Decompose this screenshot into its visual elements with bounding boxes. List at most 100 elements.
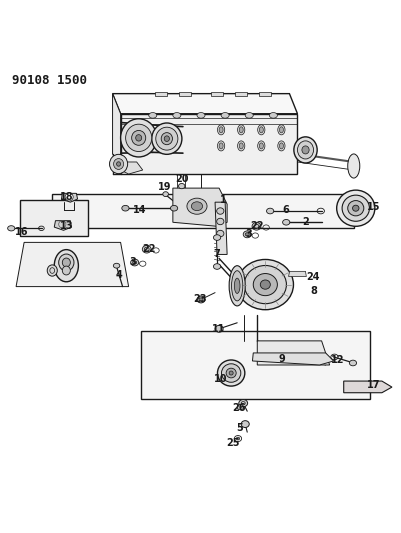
Polygon shape <box>172 188 227 227</box>
Ellipse shape <box>241 421 249 427</box>
Ellipse shape <box>229 371 233 375</box>
Ellipse shape <box>155 127 177 150</box>
Circle shape <box>65 193 73 201</box>
Ellipse shape <box>216 218 223 225</box>
Ellipse shape <box>251 222 260 230</box>
Polygon shape <box>343 381 391 393</box>
Ellipse shape <box>257 141 264 151</box>
Ellipse shape <box>225 368 236 378</box>
Text: 22: 22 <box>142 244 155 254</box>
Polygon shape <box>235 92 247 95</box>
Polygon shape <box>140 331 369 399</box>
Polygon shape <box>154 92 166 95</box>
Text: 3: 3 <box>129 257 136 268</box>
Text: 8: 8 <box>309 286 316 296</box>
Text: 15: 15 <box>366 202 380 212</box>
Ellipse shape <box>279 127 283 133</box>
Polygon shape <box>112 94 297 114</box>
Text: 16: 16 <box>15 228 29 237</box>
Text: 2: 2 <box>302 217 308 227</box>
Text: 17: 17 <box>366 380 380 390</box>
Ellipse shape <box>229 265 245 306</box>
Ellipse shape <box>269 112 277 118</box>
Ellipse shape <box>245 112 253 118</box>
Ellipse shape <box>297 141 313 159</box>
Text: 24: 24 <box>305 271 319 281</box>
Ellipse shape <box>259 143 263 149</box>
Ellipse shape <box>244 265 286 304</box>
Ellipse shape <box>253 273 277 296</box>
Ellipse shape <box>301 146 308 154</box>
Ellipse shape <box>62 258 70 267</box>
Ellipse shape <box>113 158 124 169</box>
Text: 6: 6 <box>282 205 288 215</box>
Ellipse shape <box>125 124 152 151</box>
Polygon shape <box>120 114 297 174</box>
Text: 25: 25 <box>226 438 239 448</box>
Ellipse shape <box>113 263 119 268</box>
Text: 10: 10 <box>214 374 227 384</box>
Polygon shape <box>178 92 190 95</box>
Ellipse shape <box>277 141 284 151</box>
Ellipse shape <box>336 190 374 227</box>
Polygon shape <box>288 271 306 277</box>
Ellipse shape <box>260 280 269 289</box>
Ellipse shape <box>279 143 283 149</box>
Ellipse shape <box>116 162 120 166</box>
Ellipse shape <box>347 154 359 178</box>
Polygon shape <box>61 193 77 202</box>
Text: 1: 1 <box>219 195 226 205</box>
Text: 5: 5 <box>235 423 242 433</box>
Text: 19: 19 <box>158 182 171 192</box>
Text: 14: 14 <box>133 205 146 215</box>
Ellipse shape <box>221 364 240 382</box>
Ellipse shape <box>142 245 151 253</box>
Text: 20: 20 <box>175 174 188 184</box>
Ellipse shape <box>122 205 129 211</box>
Ellipse shape <box>109 155 128 174</box>
Ellipse shape <box>347 200 363 216</box>
Text: 7: 7 <box>213 249 220 260</box>
Ellipse shape <box>120 119 156 157</box>
Polygon shape <box>112 94 120 166</box>
Ellipse shape <box>237 141 244 151</box>
Ellipse shape <box>341 195 369 221</box>
Ellipse shape <box>170 205 177 211</box>
Text: 11: 11 <box>212 324 225 334</box>
Ellipse shape <box>216 230 223 237</box>
Ellipse shape <box>352 205 358 211</box>
Ellipse shape <box>196 112 205 118</box>
Polygon shape <box>20 200 88 236</box>
Ellipse shape <box>243 231 251 238</box>
Ellipse shape <box>213 235 220 240</box>
Ellipse shape <box>131 131 145 146</box>
Ellipse shape <box>277 125 284 135</box>
Ellipse shape <box>293 137 316 163</box>
Text: 12: 12 <box>330 355 344 365</box>
Ellipse shape <box>236 437 239 440</box>
Ellipse shape <box>152 123 181 155</box>
Ellipse shape <box>47 265 57 276</box>
Ellipse shape <box>217 125 224 135</box>
Text: 22: 22 <box>250 221 263 231</box>
Ellipse shape <box>348 360 356 366</box>
Ellipse shape <box>162 192 168 197</box>
Polygon shape <box>215 202 227 254</box>
Polygon shape <box>120 162 142 174</box>
Polygon shape <box>52 194 353 228</box>
Ellipse shape <box>216 208 223 214</box>
Ellipse shape <box>239 143 243 149</box>
Text: 90108 1500: 90108 1500 <box>12 74 87 87</box>
Text: 4: 4 <box>115 270 122 279</box>
Ellipse shape <box>237 405 243 410</box>
Polygon shape <box>252 353 333 365</box>
Polygon shape <box>16 243 128 287</box>
Ellipse shape <box>132 261 136 264</box>
Ellipse shape <box>219 127 223 133</box>
Ellipse shape <box>257 125 264 135</box>
Ellipse shape <box>59 254 74 271</box>
Ellipse shape <box>136 135 141 141</box>
Ellipse shape <box>282 220 289 225</box>
Ellipse shape <box>219 143 223 149</box>
Ellipse shape <box>215 325 223 332</box>
